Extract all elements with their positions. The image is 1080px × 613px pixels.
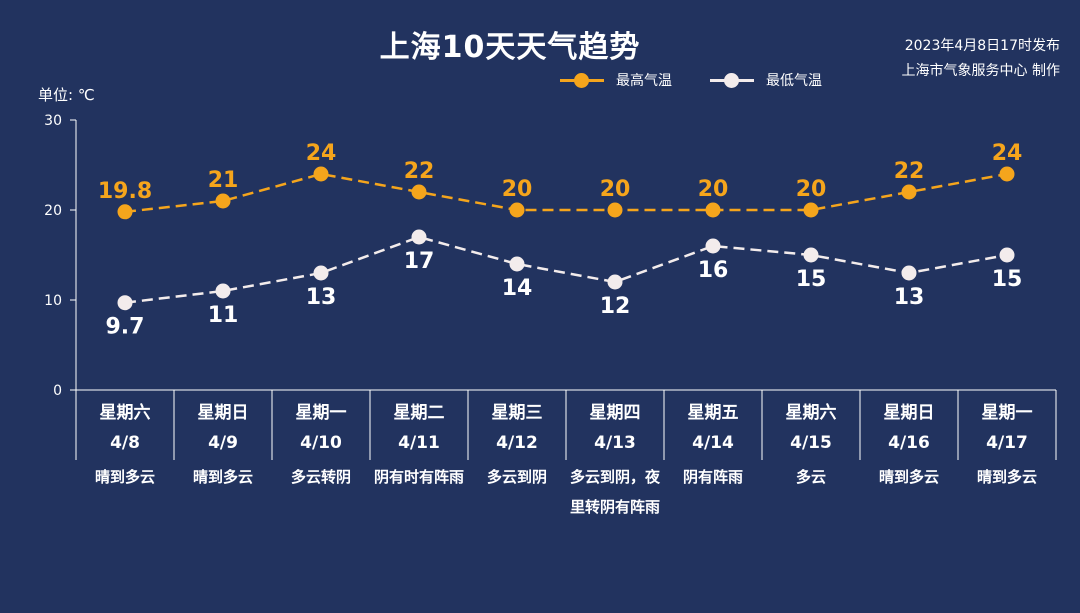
chart-title: 上海10天天气趋势 <box>379 30 641 65</box>
day-weekday: 星期六 <box>99 403 151 423</box>
data-label-low: 13 <box>894 285 925 310</box>
data-point-high <box>607 202 623 218</box>
day-weekday: 星期一 <box>981 403 1033 423</box>
day-condition: 阴有阵雨 <box>682 468 743 486</box>
day-weekday: 星期一 <box>295 403 347 423</box>
data-label-low: 12 <box>600 294 631 319</box>
data-label-low: 15 <box>992 267 1023 292</box>
legend-high-swatch <box>560 72 604 88</box>
data-label-low: 9.7 <box>106 315 145 340</box>
day-condition: 多云 <box>795 468 826 486</box>
data-point-high <box>999 166 1015 182</box>
data-point-low <box>215 283 231 299</box>
data-label-high: 24 <box>306 141 337 166</box>
data-point-high <box>411 184 427 200</box>
data-label-low: 16 <box>698 258 729 283</box>
day-date: 4/12 <box>496 433 538 453</box>
data-label-high: 22 <box>894 159 925 184</box>
y-tick-label: 10 <box>44 293 62 309</box>
data-point-low <box>509 256 525 272</box>
day-column: 星期一 4/17 晴到多云 <box>958 394 1056 486</box>
day-column: 星期二 4/11 阴有时有阵雨 <box>370 394 468 486</box>
data-point-high <box>117 204 133 220</box>
legend-low-swatch <box>710 72 754 88</box>
day-weekday: 星期四 <box>589 403 641 423</box>
data-point-high <box>901 184 917 200</box>
day-column: 星期日 4/16 晴到多云 <box>860 394 958 486</box>
legend-high-label: 最高气温 <box>616 73 672 89</box>
day-date: 4/10 <box>300 433 342 453</box>
day-condition: 晴到多云 <box>878 468 939 486</box>
data-point-low <box>411 229 427 245</box>
day-column: 星期六 4/8 晴到多云 <box>76 394 174 486</box>
publish-info: 2023年4月8日17时发布 上海市气象服务中心 制作 <box>902 34 1060 84</box>
y-tick-label: 20 <box>44 203 62 219</box>
publish-time: 2023年4月8日17时发布 <box>904 38 1060 54</box>
publisher: 上海市气象服务中心 制作 <box>901 63 1060 79</box>
series-line-low <box>124 235 1008 304</box>
day-column: 星期三 4/12 多云到阴 <box>468 394 566 486</box>
data-point-high <box>313 166 329 182</box>
data-point-low <box>999 247 1015 263</box>
day-column: 星期六 4/15 多云 <box>762 394 860 486</box>
data-point-low <box>705 238 721 254</box>
day-weekday: 星期日 <box>197 403 249 423</box>
day-weekday: 星期六 <box>785 403 837 423</box>
data-label-high: 21 <box>208 168 239 193</box>
day-condition: 多云转阴 <box>290 468 351 486</box>
data-label-low: 17 <box>404 249 435 274</box>
data-point-low <box>313 265 329 281</box>
data-point-low <box>901 265 917 281</box>
data-label-high: 19.8 <box>98 179 152 204</box>
day-column: 星期日 4/9 晴到多云 <box>174 394 272 486</box>
day-weekday: 星期三 <box>491 403 543 423</box>
legend-item-high: 最高气温 <box>560 70 672 90</box>
data-point-low <box>117 295 133 311</box>
day-condition: 阴有时有阵雨 <box>374 468 465 486</box>
day-condition: 晴到多云 <box>192 468 253 486</box>
data-point-high <box>803 202 819 218</box>
data-point-high <box>509 202 525 218</box>
day-weekday: 星期日 <box>883 403 935 423</box>
day-column: 星期五 4/14 阴有阵雨 <box>664 394 762 486</box>
day-date: 4/15 <box>790 433 832 453</box>
data-label-high: 22 <box>404 159 435 184</box>
day-date: 4/14 <box>692 433 734 453</box>
day-condition: 多云到阴，夜里转阴有阵雨 <box>570 468 661 516</box>
day-date: 4/16 <box>888 433 930 453</box>
day-weekday: 星期五 <box>687 403 739 423</box>
series-line-high <box>124 172 1008 214</box>
data-label-high: 20 <box>698 177 729 202</box>
day-date: 4/11 <box>398 433 440 453</box>
day-column: 星期一 4/10 多云转阴 <box>272 394 370 486</box>
y-tick-label: 0 <box>53 383 62 399</box>
data-label-high: 20 <box>796 177 827 202</box>
data-label-high: 20 <box>502 177 533 202</box>
day-weekday: 星期二 <box>393 403 445 423</box>
data-point-low <box>803 247 819 263</box>
day-date: 4/17 <box>986 433 1028 453</box>
data-label-low: 13 <box>306 285 337 310</box>
day-date: 4/13 <box>594 433 636 453</box>
data-label-high: 20 <box>600 177 631 202</box>
day-column: 星期四 4/13 多云到阴，夜里转阴有阵雨 <box>566 394 664 516</box>
data-point-high <box>705 202 721 218</box>
data-point-high <box>215 193 231 209</box>
day-date: 4/9 <box>208 433 238 453</box>
legend-item-low: 最低气温 <box>710 70 822 90</box>
day-date: 4/8 <box>110 433 140 453</box>
y-tick-label: 30 <box>44 113 62 129</box>
data-label-low: 15 <box>796 267 827 292</box>
day-condition: 晴到多云 <box>94 468 155 486</box>
legend-low-label: 最低气温 <box>766 73 822 89</box>
data-label-low: 11 <box>208 303 239 328</box>
day-condition: 多云到阴 <box>486 468 547 486</box>
data-label-low: 14 <box>502 276 533 301</box>
day-condition: 晴到多云 <box>976 468 1037 486</box>
data-point-low <box>607 274 623 290</box>
y-axis-unit: 单位: ℃ <box>38 86 95 104</box>
data-label-high: 24 <box>992 141 1023 166</box>
